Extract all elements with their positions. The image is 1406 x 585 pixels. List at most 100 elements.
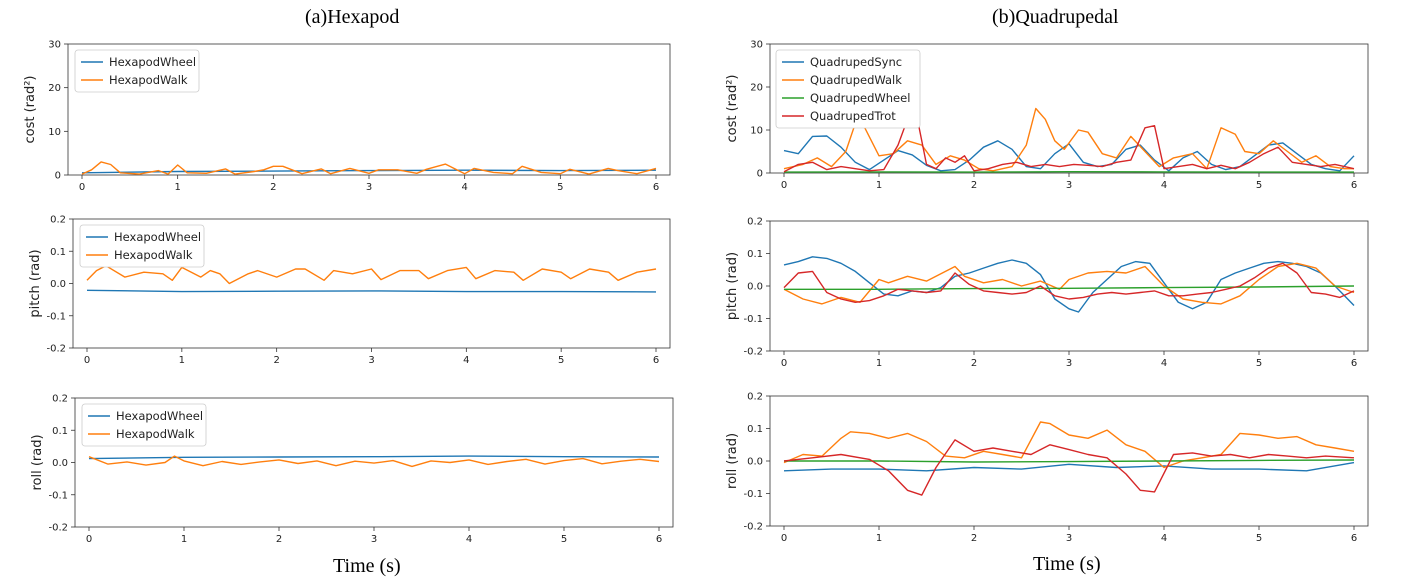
y-tick-label: 0.1 [747,249,763,260]
y-tick-label: -0.2 [46,344,66,355]
y-axis-label: roll (rad) [725,433,740,489]
x-tick-label: 3 [368,355,374,366]
series-line-QuadrupedSync [783,461,1355,472]
x-tick-label: 3 [1066,533,1072,544]
y-tick-label: 20 [750,83,763,94]
chart-hex-pitch: -0.2 -0.1 0.0 0.1 0.2 0 1 2 3 4 5 6 pitch (rad) Hexap… [28,215,671,366]
y-tick-label: 0.2 [747,217,763,228]
x-tick-label: 3 [1066,180,1072,191]
x-tick-label: 2 [270,182,276,193]
y-tick-label: -0.2 [743,522,763,533]
column-title-quadrupedal: (b)Quadrupedal [992,6,1119,28]
x-tick-label: 0 [84,355,90,366]
y-tick-label: 0.1 [747,424,763,435]
x-tick-label: 4 [1161,358,1167,369]
legend-label: HexapodWalk [114,248,193,262]
y-tick-label: -0.2 [743,347,763,358]
x-tick-label: 4 [463,355,469,366]
series-line-QuadrupedSync [783,256,1355,313]
x-tick-label: 4 [466,534,472,545]
y-axis-label: roll (rad) [30,434,45,490]
y-tick-label: -0.2 [48,523,68,534]
y-tick-label: 0.0 [50,279,66,290]
x-tick-label: 5 [1256,358,1262,369]
x-tick-label: 5 [561,534,567,545]
legend-label: QuadrupedTrot [810,109,896,123]
x-tick-label: 0 [781,358,787,369]
x-tick-label: 1 [876,358,882,369]
x-tick-label: 6 [1351,533,1357,544]
x-tick-label: 3 [366,182,372,193]
y-tick-label: 0.0 [747,282,763,293]
y-tick-label: 10 [48,127,61,138]
series-line-QuadrupedWalk [783,107,1354,172]
x-tick-label: 5 [557,182,563,193]
y-tick-label: 30 [48,40,61,51]
series-line-QuadrupedTrot [783,439,1355,496]
y-tick-label: 0.0 [52,458,68,469]
x-tick-label: 0 [79,182,85,193]
y-tick-label: -0.1 [46,311,66,322]
x-tick-label: 6 [1351,358,1357,369]
series-line-QuadrupedWheel [784,285,1355,290]
x-tick-label: 0 [781,533,787,544]
series-line-QuadrupedTrot [783,262,1355,303]
legend-box [81,403,207,447]
series-line-QuadrupedWalk [783,421,1355,469]
series-line-HexapodWalk [81,161,657,175]
legend-label: HexapodWheel [116,409,203,423]
y-tick-label: 0.2 [52,394,68,405]
series-line-HexapodWheel [86,289,657,293]
x-tick-label: 1 [876,533,882,544]
x-tick-label: 1 [179,355,185,366]
y-tick-label: 0.1 [50,247,66,258]
legend-label: QuadrupedWalk [810,73,902,87]
y-axis-label: cost (rad²) [23,75,38,143]
legend: HexapodWheel HexapodWalk [81,403,207,447]
y-tick-label: 0.2 [747,392,763,403]
series-line-QuadrupedWheel [784,459,1355,463]
y-tick-label: 0 [55,171,61,182]
legend-box [775,49,921,129]
y-tick-label: 0.0 [747,457,763,468]
column-title-hexapod: (a)Hexapod [305,6,400,28]
legend: HexapodWheel HexapodWalk [79,224,205,268]
series-line-HexapodWalk [86,265,657,285]
chart-hex-roll: -0.2 -0.1 0.0 0.1 0.2 0 1 2 3 4 5 6 roll (rad) Hexapo… [30,394,674,545]
plot-frame [769,220,1369,352]
x-tick-label: 1 [181,534,187,545]
x-tick-label: 2 [273,355,279,366]
x-tick-label: 2 [971,358,977,369]
x-tick-label: 4 [1161,533,1167,544]
chart-quad-roll: -0.2 -0.1 0.0 0.1 0.2 0 1 2 3 4 5 6 roll (rad) [725,392,1369,544]
y-tick-label: 30 [750,40,763,51]
series-line-HexapodWheel [88,455,660,460]
y-axis-label: pitch (rad) [725,252,740,320]
y-tick-label: 10 [750,126,763,137]
y-tick-label: 20 [48,83,61,94]
legend-label: QuadrupedSync [810,55,902,69]
x-tick-label: 6 [653,355,659,366]
x-tick-label: 2 [276,534,282,545]
x-axis-title-quadrupedal: Time (s) [1033,553,1101,575]
x-tick-label: 1 [876,180,882,191]
legend: HexapodWheel HexapodWalk [74,49,200,93]
y-tick-label: 0 [757,169,763,180]
y-tick-label: -0.1 [743,489,763,500]
legend-box [74,49,200,93]
x-tick-label: 0 [781,180,787,191]
legend-label: HexapodWalk [109,73,188,87]
series-line-QuadrupedWalk [783,262,1355,305]
y-axis-label: cost (rad²) [725,74,740,142]
x-tick-label: 1 [174,182,180,193]
series-line-HexapodWheel [81,169,657,174]
y-tick-label: -0.1 [48,490,68,501]
x-tick-label: 3 [371,534,377,545]
x-tick-label: 5 [558,355,564,366]
x-tick-label: 2 [971,533,977,544]
x-tick-label: 6 [656,534,662,545]
x-tick-label: 5 [1256,533,1262,544]
